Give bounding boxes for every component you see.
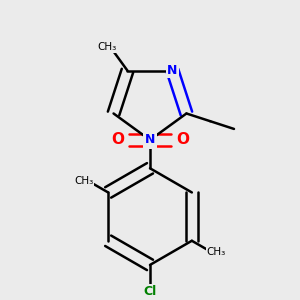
Text: S: S — [145, 133, 155, 148]
Text: Cl: Cl — [143, 285, 157, 298]
Text: CH₃: CH₃ — [74, 176, 93, 186]
Text: CH₃: CH₃ — [207, 248, 226, 257]
Text: O: O — [111, 133, 124, 148]
Text: CH₃: CH₃ — [97, 42, 116, 52]
Text: N: N — [145, 134, 155, 146]
Text: N: N — [167, 64, 178, 77]
Text: O: O — [176, 133, 189, 148]
